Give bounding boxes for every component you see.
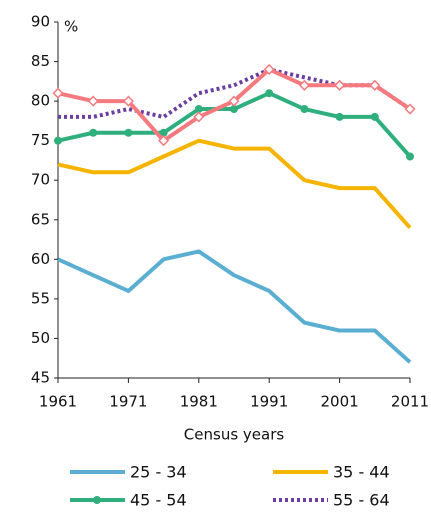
y-tick-label: 50 xyxy=(31,329,50,347)
x-tick-label: 1981 xyxy=(180,393,218,411)
point xyxy=(122,95,134,107)
point xyxy=(87,95,99,107)
legend-marker xyxy=(93,496,101,504)
y-tick-label: 45 xyxy=(31,369,50,387)
point xyxy=(404,103,416,115)
y-tick-label: 60 xyxy=(31,250,50,268)
x-axis-label: Census years xyxy=(184,426,285,444)
x-tick-label: 1991 xyxy=(250,393,288,411)
point xyxy=(263,63,275,76)
y-tick-label: 70 xyxy=(31,171,50,189)
point xyxy=(265,89,274,98)
legend-label: 45 - 54 xyxy=(130,491,187,510)
legend-label: 55 - 64 xyxy=(333,491,390,510)
point xyxy=(369,79,381,91)
series-line xyxy=(57,249,412,364)
x-tick-label: 1971 xyxy=(109,393,147,411)
legend-label: 35 - 44 xyxy=(333,463,390,482)
y-axis-label: % xyxy=(64,18,78,36)
point xyxy=(159,128,168,137)
legend-label: 25 - 34 xyxy=(130,463,187,482)
x-tick-label: 2001 xyxy=(321,393,359,411)
point xyxy=(193,111,205,123)
point xyxy=(300,105,309,114)
y-tick-label: 85 xyxy=(31,52,50,70)
y-tick-label: 90 xyxy=(31,13,50,31)
point xyxy=(298,79,310,91)
y-tick-label: 75 xyxy=(31,131,50,149)
point xyxy=(230,105,238,114)
series-line xyxy=(57,138,412,230)
point xyxy=(194,105,203,114)
point xyxy=(89,128,98,137)
point xyxy=(54,136,62,145)
y-tick-label: 65 xyxy=(31,210,50,228)
point xyxy=(334,79,346,91)
point xyxy=(335,112,344,121)
x-tick-label: 2011 xyxy=(391,393,429,411)
point xyxy=(370,112,379,121)
x-tick-label: 1961 xyxy=(39,393,77,411)
y-tick-label: 55 xyxy=(31,289,50,307)
point xyxy=(406,152,414,161)
point xyxy=(158,135,170,147)
point xyxy=(52,87,64,99)
point xyxy=(124,128,133,137)
y-tick-label: 80 xyxy=(31,92,50,110)
point xyxy=(228,95,240,107)
